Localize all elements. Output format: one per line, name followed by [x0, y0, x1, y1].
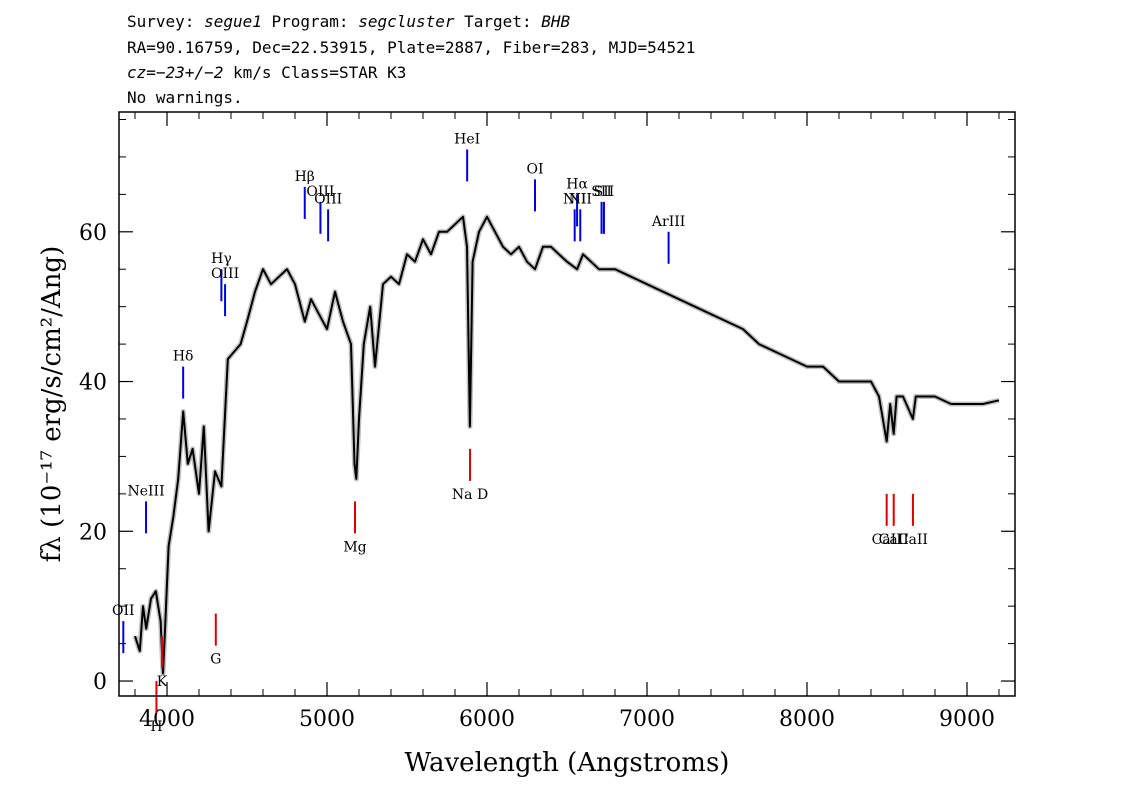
header-line-4: No warnings. [127, 88, 243, 107]
emission-line-label: NII [569, 191, 592, 207]
absorption-line-label: CaII [879, 532, 909, 548]
absorption-line-label: K [157, 674, 168, 690]
target-label: Target: [454, 12, 542, 31]
absorption-line-label: H [150, 719, 162, 735]
y-tick-label: 0 [93, 670, 107, 695]
header-line-2: RA=90.16759, Dec=22.53915, Plate=2887, F… [127, 38, 696, 57]
x-tick-label: 7000 [619, 707, 675, 732]
absorption-line-label: CaII [872, 532, 902, 548]
emission-line-label: OIII [211, 266, 239, 282]
x-tick-label: 6000 [459, 707, 515, 732]
emission-line-label: Hδ [173, 349, 194, 365]
x-tick-label: 8000 [779, 707, 835, 732]
emission-line-label: OIII [306, 184, 334, 200]
cz-label: cz= [127, 63, 156, 82]
emission-line-label: Hγ [211, 251, 232, 267]
emission-line-label: NII [563, 191, 586, 207]
program-label: Program: [261, 12, 359, 31]
y-axis-title: fλ (10⁻¹⁷ erg/s/cm²/Ang) [37, 246, 67, 562]
emission-line-label: SII [591, 184, 612, 200]
x-tick-label: 4000 [139, 707, 195, 732]
emission-line-label: NeIII [127, 483, 164, 499]
error-band [132, 214, 1000, 676]
cz-value: −23+/−2 [155, 63, 224, 82]
header-line-3: cz=−23+/−2 km/s Class=STAR K3 [127, 63, 406, 83]
emission-line-label: OIII [314, 191, 342, 207]
absorption-line-label: Mg [343, 539, 366, 555]
absorption-line-label: G [210, 652, 221, 668]
x-axis-title: Wavelength (Angstroms) [405, 748, 730, 778]
target-value: BHB [541, 12, 571, 31]
header-line-1: Survey: segue1 Program: segcluster Targe… [127, 12, 570, 32]
absorption-line-label: Na D [452, 487, 488, 503]
emission-line-label: OII [112, 603, 135, 619]
emission-line-label: Hβ [295, 169, 315, 185]
class-text: km/s Class=STAR K3 [223, 63, 407, 82]
emission-line-label: HeI [454, 131, 480, 147]
absorption-line-label: CaII [898, 532, 928, 548]
y-tick-label: 20 [79, 520, 107, 545]
emission-line-label: Hα [566, 176, 588, 192]
emission-line-label: SII [594, 184, 615, 200]
emission-line-label: ArIII [651, 214, 685, 230]
x-tick-label: 9000 [939, 707, 995, 732]
survey-label: Survey: [127, 12, 205, 31]
plot-frame [118, 111, 1016, 697]
y-tick-label: 60 [79, 221, 107, 246]
y-tick-label: 40 [79, 371, 107, 396]
survey-value: segue1 [204, 12, 262, 31]
x-tick-label: 5000 [299, 707, 355, 732]
program-value: segcluster [358, 12, 455, 31]
spectrum-line [134, 215, 1000, 675]
emission-line-label: OI [526, 161, 543, 177]
